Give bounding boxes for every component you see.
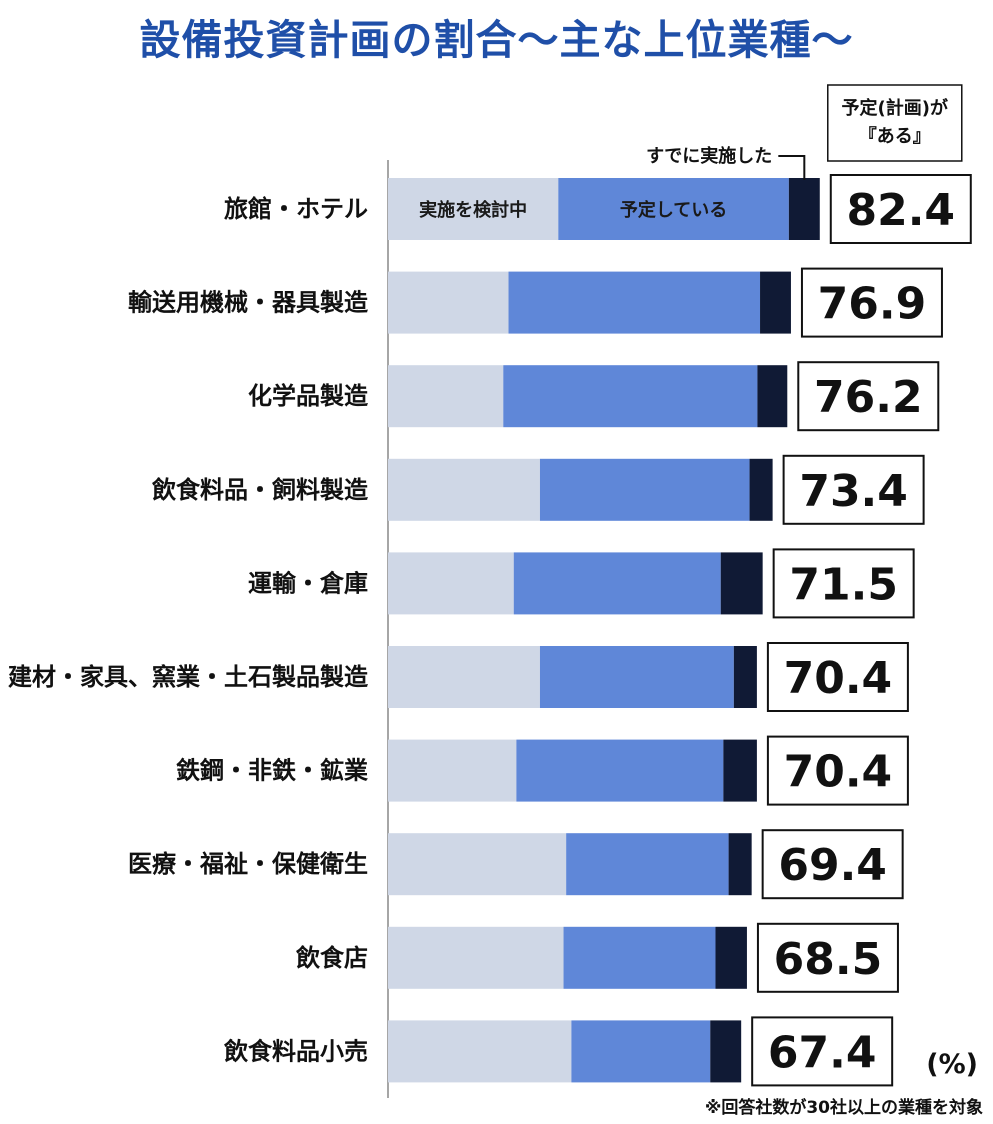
bar-segment-series-1 bbox=[539, 458, 750, 521]
total-value-box bbox=[766, 642, 909, 712]
bar-segment-series-2 bbox=[715, 926, 747, 989]
total-legend-box bbox=[827, 84, 963, 162]
bar-segment-series-2 bbox=[710, 1020, 742, 1083]
series-label: すでに実施した bbox=[646, 145, 772, 167]
bar-segment-series-2 bbox=[720, 552, 763, 615]
category-label: 飲食料品・飼料製造 bbox=[151, 476, 368, 504]
bar-segment-series-1 bbox=[516, 739, 724, 802]
category-label: 化学品製造 bbox=[248, 382, 368, 410]
bar-segment-series-0 bbox=[388, 178, 559, 240]
bar-segment-series-0 bbox=[388, 833, 567, 896]
category-label: 飲食店 bbox=[295, 944, 368, 972]
total-value-box bbox=[756, 922, 899, 993]
bar-segment-series-2 bbox=[733, 646, 757, 708]
bar-segment-series-2 bbox=[788, 178, 820, 240]
category-label: 鉄鋼・非鉄・鉱業 bbox=[176, 757, 368, 785]
bar-segment-series-2 bbox=[728, 833, 752, 896]
total-value-label: 68.5 bbox=[774, 934, 883, 985]
total-value-label: 73.4 bbox=[799, 466, 908, 517]
bar-segment-series-2 bbox=[757, 365, 788, 428]
total-value-label: 76.2 bbox=[814, 372, 923, 423]
total-value-box bbox=[751, 1016, 894, 1087]
bar-segment-series-1 bbox=[563, 926, 716, 989]
bar-segment-series-0 bbox=[388, 926, 564, 989]
footnote: ※回答社数が30社以上の業種を対象 bbox=[705, 1097, 983, 1118]
unit-label: (%) bbox=[926, 1049, 978, 1080]
category-label: 輸送用機械・器具製造 bbox=[128, 289, 368, 317]
bar-segment-series-2 bbox=[749, 458, 773, 521]
bar-segment-series-0 bbox=[388, 458, 540, 521]
bar-segment-series-1 bbox=[508, 271, 761, 334]
bar-segment-series-0 bbox=[388, 365, 504, 428]
bar-segment-series-0 bbox=[388, 271, 509, 334]
total-value-box bbox=[782, 454, 925, 525]
bar-segment-series-1 bbox=[571, 1020, 711, 1083]
category-label: 運輸・倉庫 bbox=[248, 569, 368, 597]
total-value-box bbox=[797, 361, 940, 432]
total-value-box bbox=[766, 735, 909, 806]
total-value-label: 71.5 bbox=[789, 559, 898, 610]
total-value-box bbox=[800, 267, 943, 338]
total-value-label: 69.4 bbox=[778, 840, 887, 891]
total-value-box bbox=[829, 174, 972, 244]
total-value-label: 76.9 bbox=[818, 279, 927, 330]
total-value-label: 70.4 bbox=[784, 747, 893, 798]
chart-title: 設備投資計画の割合～主な上位業種～ bbox=[139, 16, 854, 64]
category-label: 飲食料品小売 bbox=[223, 1037, 368, 1065]
total-value-label: 70.4 bbox=[784, 653, 893, 704]
bar-segment-series-1 bbox=[558, 178, 789, 240]
total-value-label: 67.4 bbox=[768, 1027, 877, 1078]
bar-segment-series-0 bbox=[388, 739, 517, 802]
series-label: 予定している bbox=[620, 199, 727, 221]
bar-segment-series-1 bbox=[513, 552, 721, 615]
bar-segment-series-0 bbox=[388, 552, 514, 615]
total-value-box bbox=[772, 548, 915, 619]
callout-leader-line bbox=[778, 155, 806, 180]
bars-layer: 旅館・ホテル 82.4 輸送用機械・器具製造 76.9 化学品製造 76.2 飲食料品・飼料… bbox=[8, 174, 972, 1087]
bar-segment-series-0 bbox=[388, 646, 540, 708]
bar-segment-series-0 bbox=[388, 1020, 572, 1083]
series-label: 実施を検討中 bbox=[419, 199, 527, 221]
bar-segment-series-2 bbox=[723, 739, 757, 802]
bar-segment-series-1 bbox=[566, 833, 729, 896]
annotations-layer: 実施を検討中 予定している すでに実施した 予定(計画)が『ある』 (%) ※回答社数が3… bbox=[419, 84, 983, 1118]
total-legend-label: 予定(計画)が『ある』 bbox=[842, 97, 948, 147]
bar-segment-series-2 bbox=[760, 271, 791, 334]
total-value-label: 82.4 bbox=[846, 185, 955, 236]
category-label: 建材・家具、窯業・土石製品製造 bbox=[8, 663, 368, 691]
bar-segment-series-1 bbox=[503, 365, 758, 428]
bar-segment-series-1 bbox=[539, 646, 734, 708]
category-label: 医療・福祉・保健衛生 bbox=[128, 850, 368, 878]
category-label: 旅館・ホテル bbox=[224, 195, 368, 223]
total-value-box bbox=[761, 829, 904, 900]
